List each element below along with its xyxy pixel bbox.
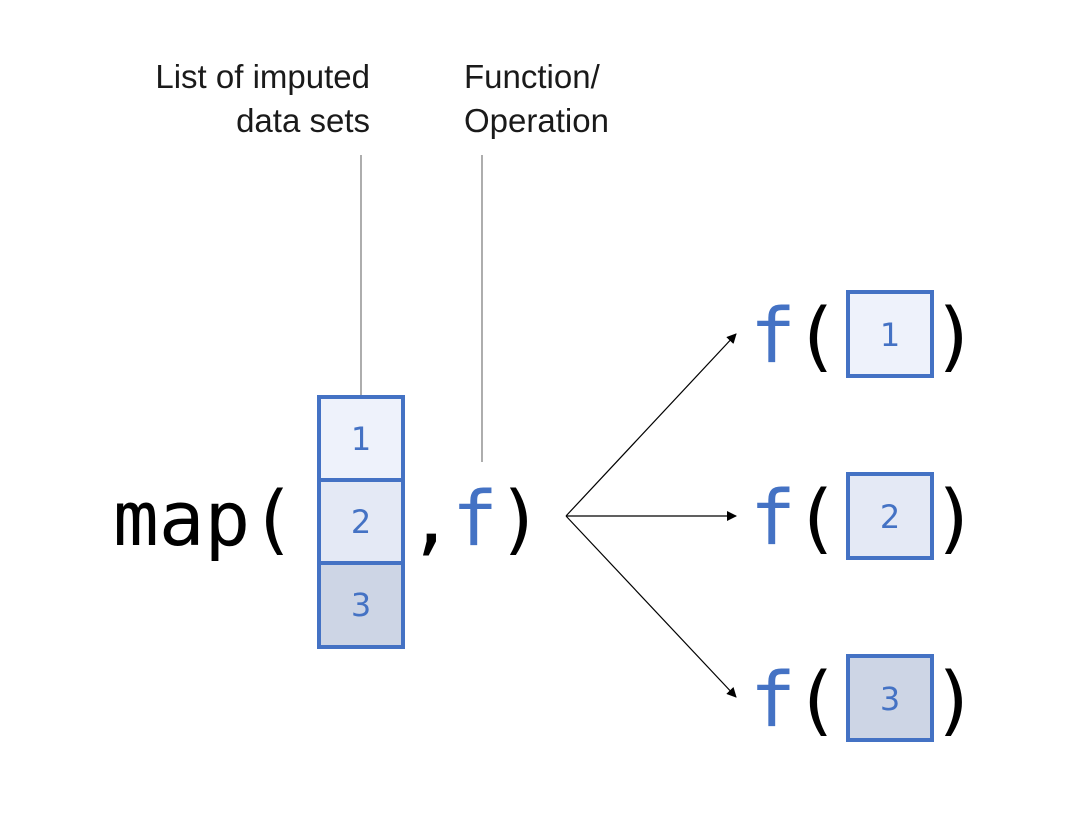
output-box-label-2: 2 [880,498,900,536]
output-f-3: f [750,655,796,744]
dataset-label-1: 1 [351,420,371,458]
arrow-to-output-1 [565,333,737,517]
dataset-label-2: 2 [351,503,371,541]
dataset-cell-3 [317,561,405,649]
output-expression-3: f ( 3 ) [750,654,978,744]
map-open-text: map( [113,474,296,563]
output-expression-2: f ( 2 ) [750,472,978,562]
dataset-stack: 1 2 3 [317,395,405,649]
output-open-paren-1: ( [794,291,840,380]
map-close-text: ) [497,474,543,563]
output-open-paren-3: ( [794,655,840,744]
output-close-paren-2: ) [932,473,978,562]
output-box-2 [846,472,934,560]
output-open-paren-2: ( [794,473,840,562]
arrow-to-output-3 [565,515,737,698]
comma-text: , [408,474,454,563]
dataset-cell-2 [317,478,405,565]
output-box-label-1: 1 [880,316,900,354]
output-f-2: f [750,473,796,562]
output-box-label-3: 3 [880,680,900,718]
dataset-label-3: 3 [351,586,371,624]
function-label-line1: Function/ [464,58,601,95]
list-label-line2: data sets [236,102,370,139]
function-f-text: f [452,474,498,563]
list-label-line1: List of imputed [155,58,370,95]
function-label-line2: Operation [464,102,609,139]
output-box-3 [846,654,934,742]
output-f-1: f [750,291,796,380]
output-expression-1: f ( 1 ) [750,290,978,380]
output-box-1 [846,290,934,378]
output-close-paren-1: ) [932,291,978,380]
output-close-paren-3: ) [932,655,978,744]
dataset-cell-1 [317,395,405,482]
